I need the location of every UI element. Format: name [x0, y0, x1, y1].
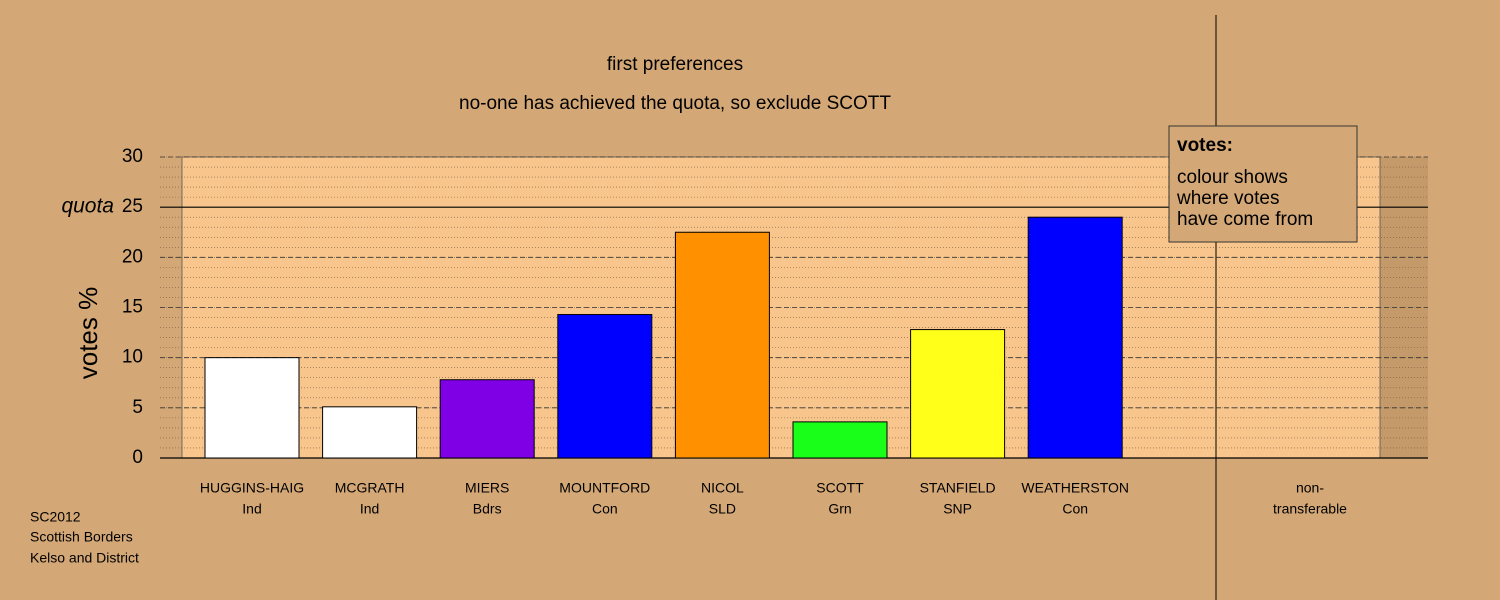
footer-line: SC2012: [30, 509, 81, 525]
x-tick-sublabel: Ind: [360, 501, 379, 517]
x-tick-sublabel: SLD: [709, 501, 736, 517]
y-tick-label: 20: [122, 246, 143, 267]
quota-label: quota: [61, 195, 114, 218]
bar: [557, 314, 653, 459]
legend-line: where votes: [1176, 188, 1279, 209]
x-tick-label: STANFIELD: [920, 480, 996, 496]
x-tick-sublabel: Con: [1062, 501, 1088, 517]
chart-subtitle: no-one has achieved the quota, so exclud…: [459, 93, 891, 114]
chart-title: first preferences: [607, 54, 743, 75]
legend-title: votes:: [1177, 135, 1233, 156]
x-tick-label: WEATHERSTON: [1021, 480, 1129, 496]
x-tick-sublabel: Grn: [828, 501, 851, 517]
x-tick-label: HUGGINS-HAIG: [200, 480, 304, 496]
y-tick-label: 25: [122, 196, 143, 217]
x-tick-sublabel: SNP: [943, 501, 972, 517]
legend-box: [1168, 125, 1358, 243]
y-axis-label: votes %: [73, 287, 103, 380]
bar: [910, 329, 1006, 459]
x-tick-label: MCGRATH: [335, 480, 405, 496]
bar: [439, 379, 535, 459]
bar: [674, 231, 770, 459]
x-tick-label: SCOTT: [816, 480, 864, 496]
legend-line: have come from: [1177, 209, 1313, 230]
x-tick-label: MIERS: [465, 480, 509, 496]
x-tick-sublabel: transferable: [1273, 501, 1347, 517]
x-tick-sublabel: Con: [592, 501, 618, 517]
y-tick-label: 15: [122, 297, 143, 318]
y-tick-label: 10: [122, 347, 143, 368]
y-tick-label: 0: [132, 447, 143, 468]
marks: HUGGINS-HAIG Ind MCGRATH Ind MIERS Bdrs MOUNTF…: [200, 216, 1347, 517]
x-tick-label: MOUNTFORD: [559, 480, 650, 496]
y-tick-label: 30: [122, 146, 143, 167]
x-tick-label: NICOL: [701, 480, 744, 496]
bar: [792, 421, 888, 459]
bar: [322, 406, 418, 459]
footer-line: Scottish Borders: [30, 529, 133, 545]
x-tick-sublabel: Ind: [242, 501, 261, 517]
y-tick-label: 5: [132, 397, 143, 418]
bar: [1027, 216, 1123, 459]
bar: [204, 357, 300, 459]
footer-line: Kelso and District: [30, 550, 139, 566]
x-tick-label: non-: [1296, 480, 1324, 496]
legend-line: colour shows: [1177, 167, 1288, 188]
x-tick-sublabel: Bdrs: [473, 501, 502, 517]
